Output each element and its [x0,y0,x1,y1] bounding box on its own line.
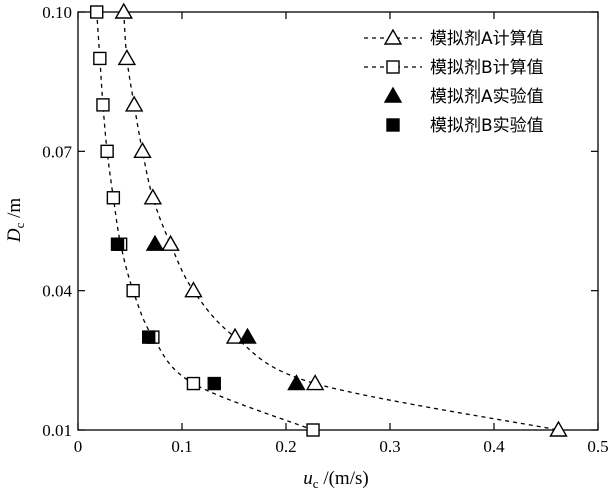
legend-label-4: 模拟剂B实验值 [430,116,544,136]
series-1-point [305,374,325,391]
legend-label-3: 模拟剂A实验值 [430,87,544,107]
legend-label-1: 模拟剂A计算值 [430,29,544,49]
series-1-point [124,95,144,112]
plot-frame [77,11,599,431]
x-axis-label-sub: c [313,476,319,491]
y-axis-label: Dc /m [4,198,27,244]
series-line-2 [96,11,314,431]
series-2-point [100,144,114,159]
series-4-point [110,237,125,251]
x-tick-label: 0.1 [171,437,192,456]
series-3-point [287,374,306,391]
series-2-point [93,51,107,66]
legend-marker-4 [386,118,400,132]
x-tick-label: 0 [74,437,83,456]
series-2-point [96,98,110,112]
series-2-point [90,5,104,19]
plot-border [77,11,599,431]
series-4-point [142,330,156,344]
series-2-point [306,423,320,437]
y-tick-label: 0.07 [42,142,72,161]
x-axis-label-var: u [303,468,313,489]
x-axis-label-unit: /(m/s) [319,468,369,489]
y-axis-label-unit: /m [4,198,25,223]
x-tick-label: 0.3 [379,437,400,456]
series-1-point [143,188,163,205]
series-2-point [106,191,121,205]
y-tick-label: 0.10 [42,3,72,22]
series-4-point [207,376,221,391]
y-axis-label-sub: c [12,222,27,228]
x-tick-label: 0.2 [275,437,296,456]
series-3-point [238,327,257,344]
series-1-point [114,2,133,19]
y-tick-label: 0.04 [42,282,72,301]
y-axis-label-var: D [4,228,25,243]
x-axis-ticks: 0 0.1 0.2 0.3 0.4 0.5 [74,12,609,456]
x-tick-label: 0.5 [587,437,608,456]
series-1-point [184,281,203,298]
series-1-point [549,420,568,437]
legend-marker-1 [383,28,403,45]
series-1-point [133,141,152,159]
legend-marker-2 [386,60,400,74]
y-tick-label: 0.01 [42,421,72,440]
x-tick-label: 0.4 [483,437,505,456]
series-1-point [161,234,180,251]
series-2-point [186,376,201,391]
x-axis-label: uc /(m/s) [303,468,368,491]
series-1-point [117,49,137,66]
legend-marker-3 [383,86,403,103]
series-1-point [225,327,245,344]
legend-label-2: 模拟剂B计算值 [430,58,544,78]
series-points [90,2,568,437]
series-2-point [126,283,140,298]
y-axis-ticks: 0.01 0.04 0.07 0.10 [42,3,598,440]
series-3-point [145,234,165,251]
